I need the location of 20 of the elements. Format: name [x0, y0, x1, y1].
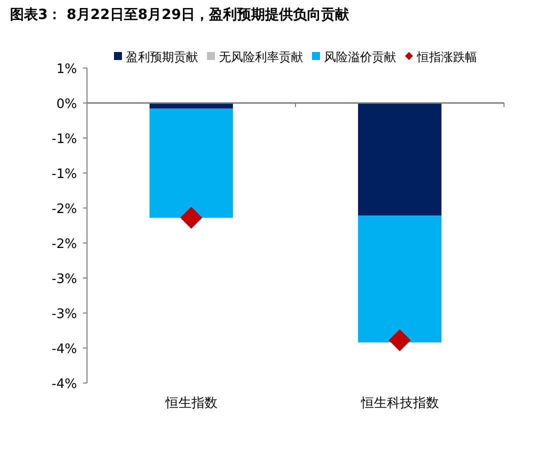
legend-label: 无风险利率贡献: [219, 50, 303, 64]
y-tick-label: -2%: [52, 237, 77, 252]
y-tick-label: -1%: [52, 167, 77, 182]
y-tick-label: -1%: [52, 132, 77, 147]
legend-label: 盈利预期贡献: [126, 50, 198, 64]
y-tick-label: 1%: [56, 62, 77, 77]
x-tick-label: 恒生指数: [164, 396, 218, 411]
y-tick-label: -3%: [52, 272, 77, 287]
y-tick-label: -3%: [52, 307, 77, 322]
legend-label: 风险溢价贡献: [324, 50, 396, 64]
x-tick-label: 恒生科技指数: [360, 396, 439, 411]
y-tick-label: -2%: [52, 202, 77, 217]
y-tick-label: -4%: [52, 377, 77, 392]
bar: [358, 216, 442, 342]
bar: [358, 103, 442, 216]
bar: [150, 108, 233, 218]
chart-title: 图表3： 8月22日至8月29日，盈利预期提供负向贡献: [10, 7, 350, 23]
y-tick-label: 0%: [56, 97, 77, 112]
y-tick-label: -4%: [52, 342, 77, 357]
legend-label: 恒指涨跌幅: [416, 50, 477, 64]
